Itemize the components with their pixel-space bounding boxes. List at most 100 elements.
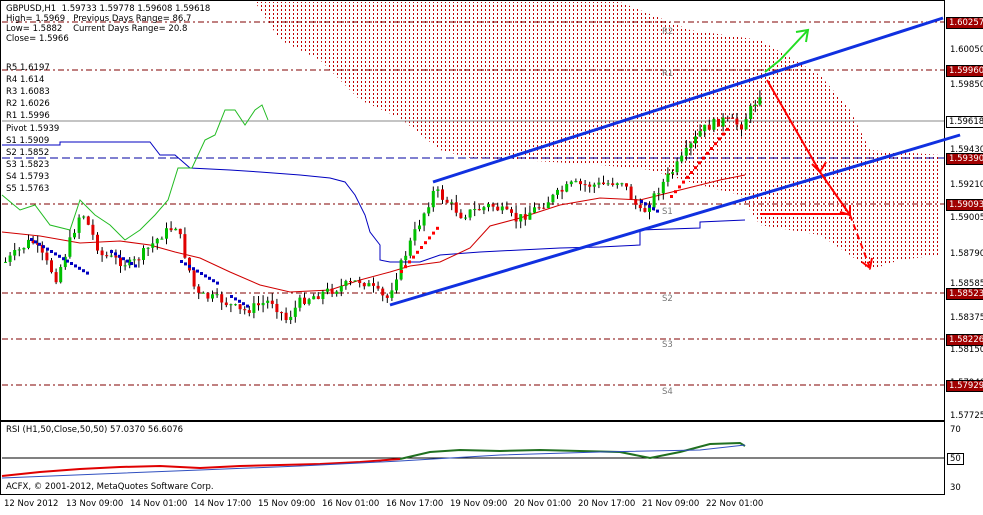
candle-body	[91, 224, 95, 235]
candle-body	[4, 261, 7, 263]
psar-dot	[188, 264, 191, 268]
candle-body	[54, 272, 58, 283]
candle-body	[109, 255, 113, 257]
prev-range-value: Previous Days Range= 86.7	[73, 14, 192, 24]
psar-dot	[432, 231, 435, 235]
psar-dot	[670, 195, 673, 198]
psar-dot	[722, 132, 725, 136]
candle-body	[100, 250, 104, 256]
psar-dot	[200, 272, 203, 275]
candle-body	[224, 302, 228, 306]
tenkan-line	[1, 174, 746, 293]
candle-body	[8, 255, 12, 262]
green-up-arrow	[764, 28, 810, 73]
high-value: High= 1.5969	[6, 14, 66, 24]
label-s1: S1	[662, 207, 673, 217]
time-axis-label: 21 Nov 09:00	[642, 499, 700, 509]
pivot-levels	[2, 21, 944, 386]
time-axis-label: 13 Nov 09:00	[66, 499, 124, 509]
psar-dot	[648, 204, 651, 208]
candle-body	[155, 238, 159, 244]
psar-dot	[416, 250, 419, 254]
psar-dot	[656, 209, 659, 213]
candle-body	[376, 285, 380, 289]
candle-body	[551, 194, 555, 203]
price-axis-label: 1.59430	[950, 145, 983, 155]
candle-body	[381, 288, 385, 296]
pivot-main: Pivot 1.5939	[6, 124, 60, 134]
candle-body	[293, 307, 297, 317]
psar-dot	[192, 267, 195, 271]
candle-body	[560, 189, 564, 192]
candle-body	[629, 186, 633, 200]
candle-body	[238, 304, 242, 310]
kijun-line	[2, 141, 746, 263]
candle-body	[615, 183, 619, 186]
rsi-label: RSI (H1,50,Close,50,50) 57.0370 56.6076	[6, 425, 184, 435]
pivot-s1: S1 1.5909	[6, 136, 50, 146]
candle-body	[247, 310, 251, 313]
pivot-s3: S3 1.5823	[6, 160, 50, 170]
rsi-panel-frame	[0, 421, 945, 495]
candle-body	[160, 238, 164, 240]
candle-body	[289, 316, 293, 321]
candle-body	[565, 184, 569, 192]
candle-body	[275, 303, 279, 313]
candle-body	[165, 228, 168, 239]
price-tag-current: 1.59618	[946, 116, 983, 128]
time-axis-label: 15 Nov 09:00	[258, 499, 316, 509]
candle-body	[592, 184, 596, 187]
candle-body	[625, 183, 628, 187]
candle-body	[257, 303, 260, 306]
candle-body	[261, 302, 265, 306]
candle-body	[146, 247, 150, 249]
psar-dot	[640, 200, 643, 203]
candle-body	[303, 297, 306, 304]
candle-body	[422, 213, 426, 226]
candle-body	[63, 256, 67, 268]
candle-body	[666, 173, 670, 182]
candle-body	[436, 189, 440, 191]
candle-body	[588, 184, 592, 187]
price-tag-s3: 1.58226	[946, 334, 983, 346]
label-r1: R1	[662, 69, 674, 79]
psar-dot	[78, 266, 81, 270]
candle-body	[519, 214, 523, 222]
psar-dot	[70, 262, 73, 265]
psar-dot	[126, 259, 129, 263]
candle-body	[730, 117, 734, 119]
curr-range-value: Current Days Range= 20.8	[73, 24, 188, 34]
candle-body	[353, 280, 357, 282]
psar-dot	[420, 246, 423, 249]
low-info: Low= 1.5882 Current Days Range= 20.8	[6, 24, 187, 34]
candle-body	[73, 232, 76, 238]
candle-body	[689, 143, 693, 148]
candle-body	[464, 217, 467, 219]
pivot-s4: S4 1.5793	[6, 172, 50, 182]
candle-body	[569, 181, 573, 185]
candle-body	[740, 124, 743, 130]
candle-body	[36, 243, 40, 245]
candle-body	[450, 202, 454, 204]
psar-dot	[62, 257, 65, 261]
channel-mid-line	[640, 134, 961, 231]
candle-body	[45, 252, 49, 261]
candle-body	[40, 244, 44, 253]
psar-dot	[58, 254, 61, 258]
time-axis-label: 14 Nov 01:00	[130, 499, 188, 509]
candle-body	[694, 136, 697, 144]
candle-body	[413, 229, 417, 241]
psar-dot	[30, 238, 33, 241]
candle-body	[638, 204, 642, 209]
candle-body	[537, 207, 541, 209]
candle-body	[652, 193, 656, 208]
psar-dot	[674, 190, 677, 194]
candle-body	[123, 265, 127, 267]
psar-dot	[234, 297, 237, 301]
high-info: High= 1.5969 Previous Days Range= 86.7	[6, 14, 191, 24]
candle-body	[96, 234, 99, 251]
candle-body	[510, 209, 513, 213]
candle-body	[703, 124, 707, 132]
candle-body	[657, 193, 661, 195]
